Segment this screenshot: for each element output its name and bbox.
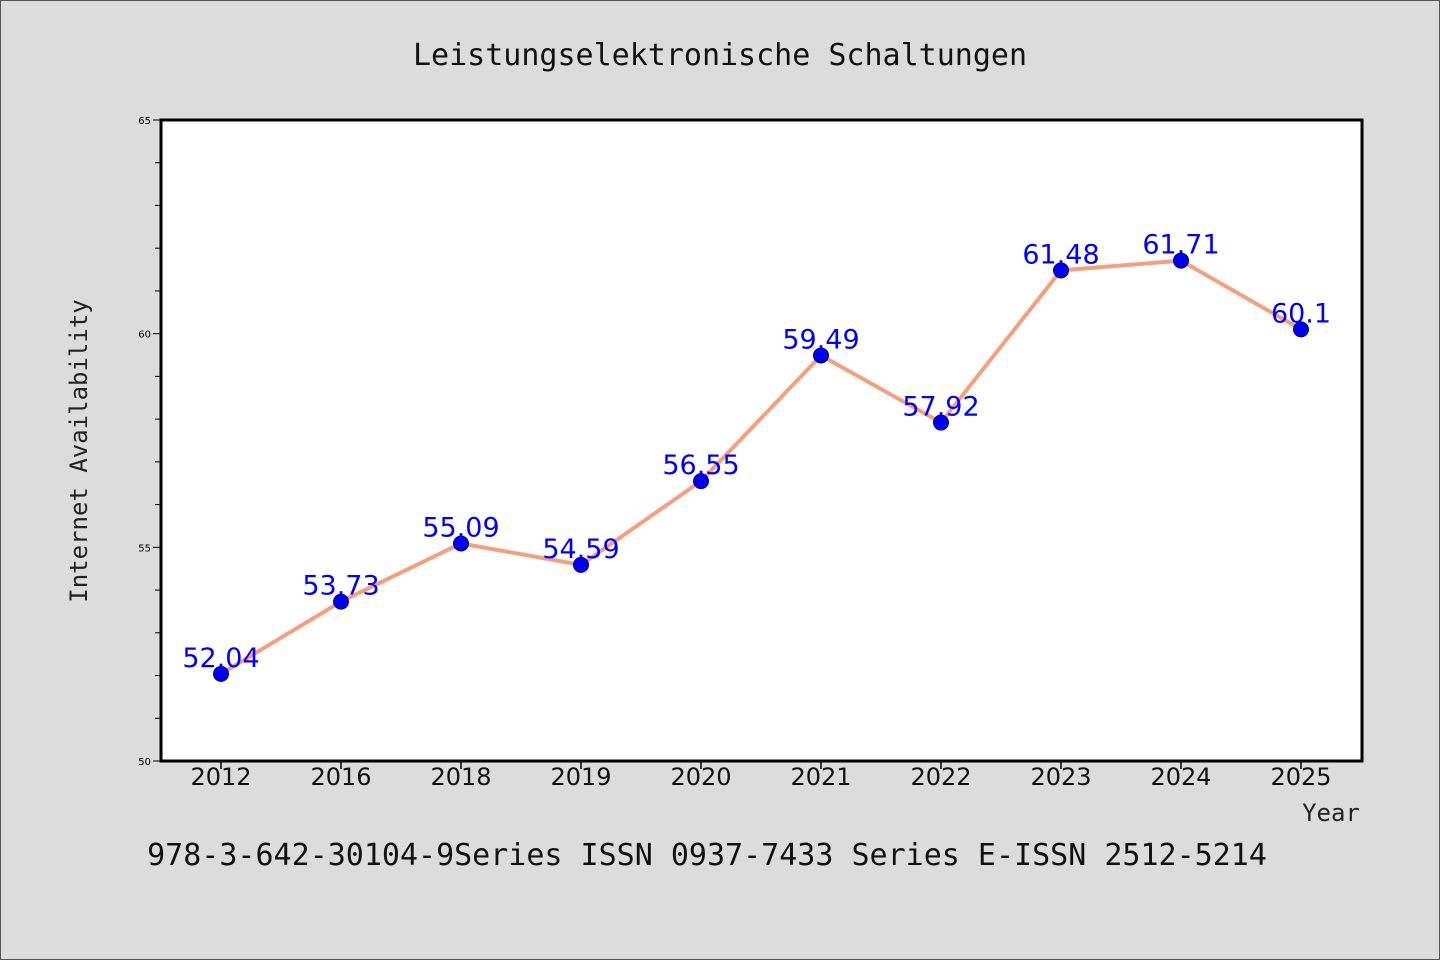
x-tick-label: 2019 [550,763,611,791]
x-axis-label: Year [1302,799,1360,827]
data-label: 55.09 [422,512,499,543]
y-tick-label: 50 [138,757,151,768]
x-tick-label: 2023 [1030,763,1091,791]
data-point [1293,321,1309,338]
x-tick-label: 2018 [430,763,491,791]
x-tick-label: 2016 [310,763,371,791]
data-label: 59.49 [782,324,859,355]
data-point [693,473,709,490]
data-point [333,593,349,610]
y-axis: 50 55 60 65 [138,116,161,768]
data-point [1053,262,1069,279]
data-point [213,665,229,682]
data-point [573,556,589,573]
y-tick-label: 65 [138,116,151,127]
x-tick-label: 2021 [790,763,851,791]
chart-title: Leistungselektronische Schaltungen [413,38,1027,73]
data-point [933,414,949,431]
y-axis-label: Internet Availability [65,299,93,602]
y-tick-label: 60 [138,330,151,341]
y-tick-label: 55 [138,543,151,554]
data-label: 54.59 [542,534,619,565]
data-label: 57.92 [902,392,979,423]
x-tick-label: 2022 [910,763,971,791]
x-tick-label: 2024 [1150,763,1211,791]
data-label: 56.55 [662,450,739,481]
data-label: 61.48 [1022,239,1099,270]
x-tick-label: 2025 [1270,763,1331,791]
data-label: 61.71 [1142,230,1219,261]
data-points [213,252,1309,682]
data-point [1173,252,1189,269]
series-line [219,258,1303,676]
x-tick-label: 2020 [670,763,731,791]
footer-text: 978-3-642-30104-9Series ISSN 0937-7433 S… [147,838,1267,873]
data-point [453,535,469,552]
data-label: 60.1 [1271,298,1331,329]
plot-area [159,118,1364,763]
data-labels: 52.04 53.73 55.09 54.59 56.55 59.49 57.92 61.48… [182,230,1331,674]
data-point [813,347,829,364]
x-tick-label: 2012 [190,763,251,791]
data-label: 53.73 [302,571,379,602]
data-label: 52.04 [182,643,259,674]
x-axis: 2012 2016 2018 2019 2020 2021 2022 2023 2024 2025 [190,761,1332,791]
